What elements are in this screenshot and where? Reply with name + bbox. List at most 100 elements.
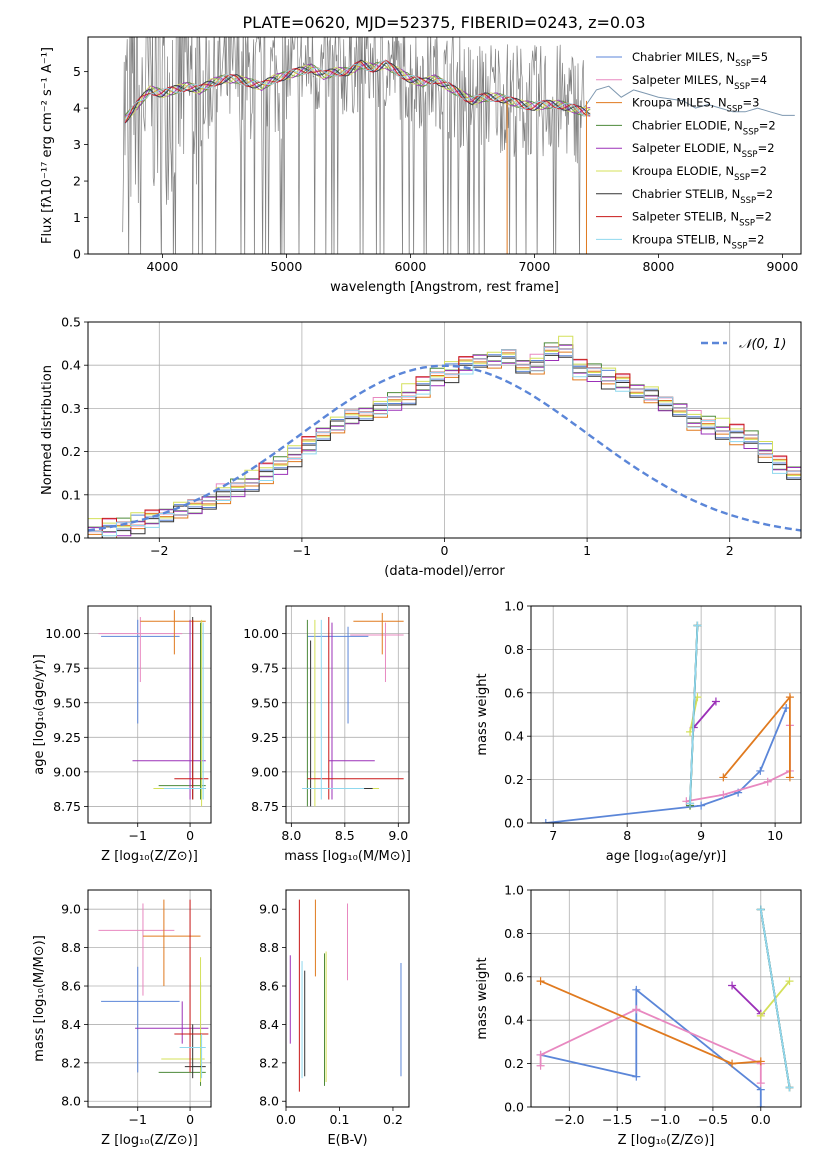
residual-histogram-line [88,354,801,538]
x-tick-label: 0.0 [276,1112,296,1127]
plot-frame [87,36,802,255]
y-tick-label: 8.8 [259,940,279,955]
x-axis-label: mass [log₁₀(M/M⊙)] [284,849,411,864]
x-axis-label: Z [log₁₀(Z/Z⊙)] [101,849,198,864]
model-spectrum-line [125,62,591,117]
mass-weight-point [756,1079,765,1088]
y-tick-label: 4 [73,101,81,116]
y-tick-label: 1.0 [504,883,524,898]
residual-histogram-line [88,346,801,537]
y-tick-label: 0.2 [504,772,524,787]
mass-weight-point [536,977,545,986]
y-axis-label: age [log₁₀(age/yr)] [32,654,47,775]
plot-frame [285,605,410,824]
x-axis-label: Z [log₁₀(Z/Z⊙)] [101,1133,198,1148]
mass-weight-point [728,981,737,990]
mass-weight-point [682,797,691,806]
x-tick-label: 2 [726,543,734,558]
y-tick-label: 0.8 [504,642,524,657]
x-axis-label: Z [log₁₀(Z/Z⊙)] [618,1133,715,1148]
y-tick-label: 8.4 [61,1017,81,1032]
x-tick-label: 0.0 [751,1112,771,1127]
x-tick-label: 8.5 [335,828,355,843]
y-tick-label: 9.50 [53,695,81,710]
mass-weight-point [697,801,706,810]
y-tick-label: 9.25 [53,730,81,745]
y-tick-label: 5 [73,64,81,79]
y-axis-label: mass [log₁₀(M/M⊙)] [32,935,47,1062]
residual-histogram-line [88,353,801,538]
x-tick-label: −1.0 [650,1112,680,1127]
y-tick-label: 0.0 [504,1100,524,1115]
y-tick-label: 3 [73,137,81,152]
residual-histogram-line [88,349,801,538]
x-tick-label: 8000 [642,259,674,274]
mass-weight-point [541,819,550,823]
observed-tail-line [583,85,795,116]
mass-vs-EBV-panel: 0.0 0.1 0.2 8.0 8.2 8.4 8.6 8.8 9.0 E(B-V) [259,889,410,1148]
spectrum-lines [122,37,795,254]
gaussian-curve [88,364,801,532]
y-tick-label: 0.0 [504,816,524,831]
x-tick-label: 10 [767,828,783,843]
y-tick-label: 10.00 [45,626,81,641]
x-tick-label: −2 [150,543,168,558]
legend-entry-label: Kroupa ELODIE, NSSP=2 [632,164,767,183]
x-tick-label: 5000 [270,259,302,274]
y-tick-label: 10.00 [243,626,279,641]
mass-weight-point [536,1050,545,1059]
y-tick-label: 8.2 [259,1055,279,1070]
y-tick-label: 9.0 [259,902,279,917]
x-tick-label: 0 [186,828,194,843]
observed-spectrum-line [122,37,585,254]
plot-frame [530,605,802,824]
spectrum-panel: 4000 5000 6000 7000 8000 9000 0 1 2 3 4 5 wavelength… [40,36,802,295]
y-tick-label: 9.75 [251,661,279,676]
legend-entry-label: Kroupa STELIB, NSSP=2 [632,232,764,251]
y-tick-label: 0.4 [504,1013,524,1028]
y-tick-label: 8.4 [259,1017,279,1032]
residuals-panel: −2 −1 0 1 2 0.0 0.1 0.2 0.3 0.4 0.5 (data-model)/er… [40,315,802,579]
x-tick-label: 9 [697,828,705,843]
mass-weight-point [719,773,728,782]
legend-entry-label: Kroupa MILES, NSSP=3 [632,96,759,115]
x-tick-label: 7 [549,828,557,843]
y-tick-label: 1 [73,210,81,225]
x-tick-label: 7000 [518,259,550,274]
mass-vs-Z-panel: −1 0 8.0 8.2 8.4 8.6 8.8 9.0 Z [log₁₀(Z/Z⊙)] mass… [32,889,212,1148]
plot-frame [530,889,802,1108]
mass-weight-point [756,1057,765,1066]
mass-weight-point [756,1103,765,1107]
y-tick-label: 8.6 [61,979,81,994]
mass-weight-vs-Z-panel: −2.0 −1.5 −1.0 −0.5 0.0 0.0 0.2 0.4 0.6 0.8 1.0 Z [… [475,883,802,1148]
model-spectrum-line [124,60,591,120]
mass-weight-line [722,694,791,778]
mass-weight-point [756,1011,765,1020]
x-tick-label: 8.0 [281,828,301,843]
y-tick-label: 0.0 [61,531,81,546]
y-tick-label: 9.00 [53,764,81,779]
plot-frame [87,321,802,539]
plot-frame [87,889,212,1108]
legend-entry-label: Salpeter ELODIE, NSSP=2 [632,141,775,160]
figure-title: PLATE=0620, MJD=52375, FIBERID=0243, z=0… [242,13,645,32]
y-tick-label: 0.6 [504,969,524,984]
x-tick-label: 9000 [766,259,798,274]
x-tick-label: 0.2 [383,1112,403,1127]
y-tick-label: 0.5 [61,315,81,330]
y-tick-label: 9.0 [61,902,81,917]
y-tick-label: 0 [73,247,81,262]
x-axis-label: E(B-V) [327,1133,367,1148]
y-tick-label: 9.00 [251,764,279,779]
y-tick-label: 0.8 [504,926,524,941]
mass-weight-point [632,985,641,994]
y-tick-label: 1.0 [504,599,524,614]
mass-weight-point [693,621,702,630]
y-tick-label: 0.3 [61,401,81,416]
mass-weight-lines [536,905,794,1107]
mass-weight-point [686,799,695,808]
residual-histograms [88,335,801,538]
y-tick-label: 8.0 [61,1094,81,1109]
legend-entry-label: Salpeter STELIB, NSSP=2 [632,210,772,229]
mass-weight-point [719,790,728,799]
